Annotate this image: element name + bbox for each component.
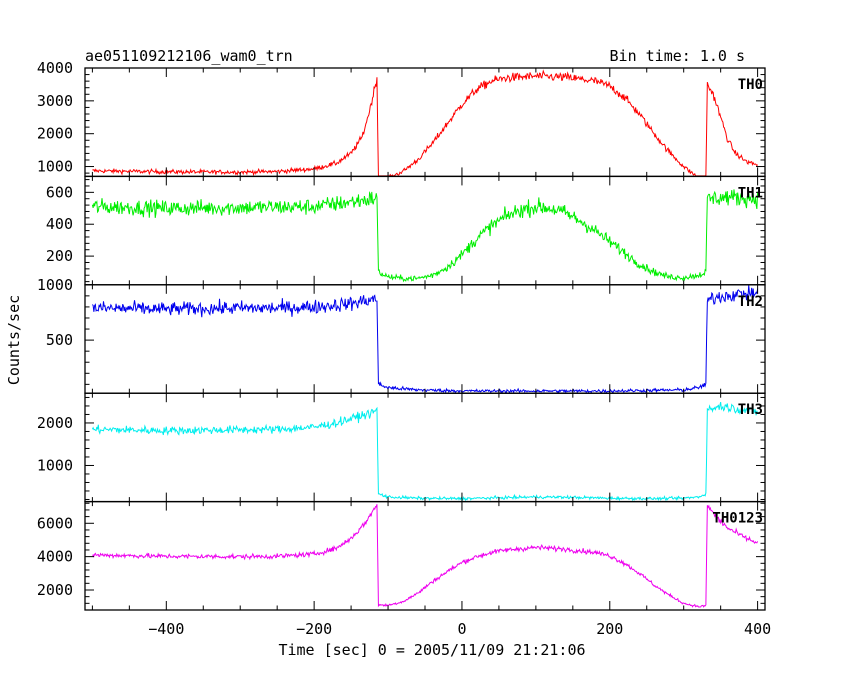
x-tick-labels: −400 −200 0 200 400 [148,620,771,638]
panel-th0123: 2000 4000 6000 TH0123 [37,500,766,611]
y-axis-title: Counts/sec [5,295,23,385]
x-tick-label: 400 [744,620,771,638]
panel-label-th0123: TH0123 [712,511,763,527]
panel-th2: 500 1000 TH2 [37,276,766,394]
x-tick-label: 200 [596,620,623,638]
panel-label-th0: TH0 [738,77,763,93]
x-axis-title: Time [sec] 0 = 2005/11/09 21:21:06 [278,641,585,659]
panel-th1: 200 400 600 TH1 [46,175,766,286]
series-line-th3 [91,401,759,502]
panels-group: 1000 2000 3000 4000 TH0 200 400 600 TH1 500 1000 TH… [37,59,766,611]
y-tick-label: 400 [46,215,73,233]
panel-label-th1: TH1 [738,185,763,201]
y-tick-label: 4000 [37,548,73,566]
x-tick-label: −200 [296,620,332,638]
y-tick-label: 600 [46,183,73,201]
y-tick-label: 2000 [37,414,73,432]
x-tick-label: −400 [148,620,184,638]
panel-frame [84,67,766,178]
panel-frame [84,392,766,503]
panel-th3: 1000 2000 TH3 [37,392,766,503]
y-tick-label: 200 [46,247,73,265]
y-tick-label: 3000 [37,92,73,110]
panel-frame [84,284,766,394]
chart-title: ae051109212106_wam0_trn [85,47,293,65]
series-line-th0 [92,69,759,177]
series-line-th0123 [92,504,759,608]
y-tick-label: 1000 [37,276,73,294]
panel-th0: 1000 2000 3000 4000 TH0 [37,59,766,178]
y-tick-label: 1000 [37,158,73,176]
y-tick-label: 2000 [37,125,73,143]
series-line-th1 [91,189,759,283]
y-tick-label: 4000 [37,59,73,77]
panel-frame [84,175,766,286]
y-tick-label: 1000 [37,456,73,474]
y-tick-label: 500 [46,331,73,349]
y-tick-label: 2000 [37,581,73,599]
y-tick-label: 6000 [37,514,73,532]
panel-label-th2: TH2 [738,294,763,310]
panel-label-th3: TH3 [738,402,763,418]
x-tick-label: 0 [457,620,466,638]
series-line-th2 [91,285,759,394]
bin-time-label: Bin time: 1.0 s [610,47,745,65]
